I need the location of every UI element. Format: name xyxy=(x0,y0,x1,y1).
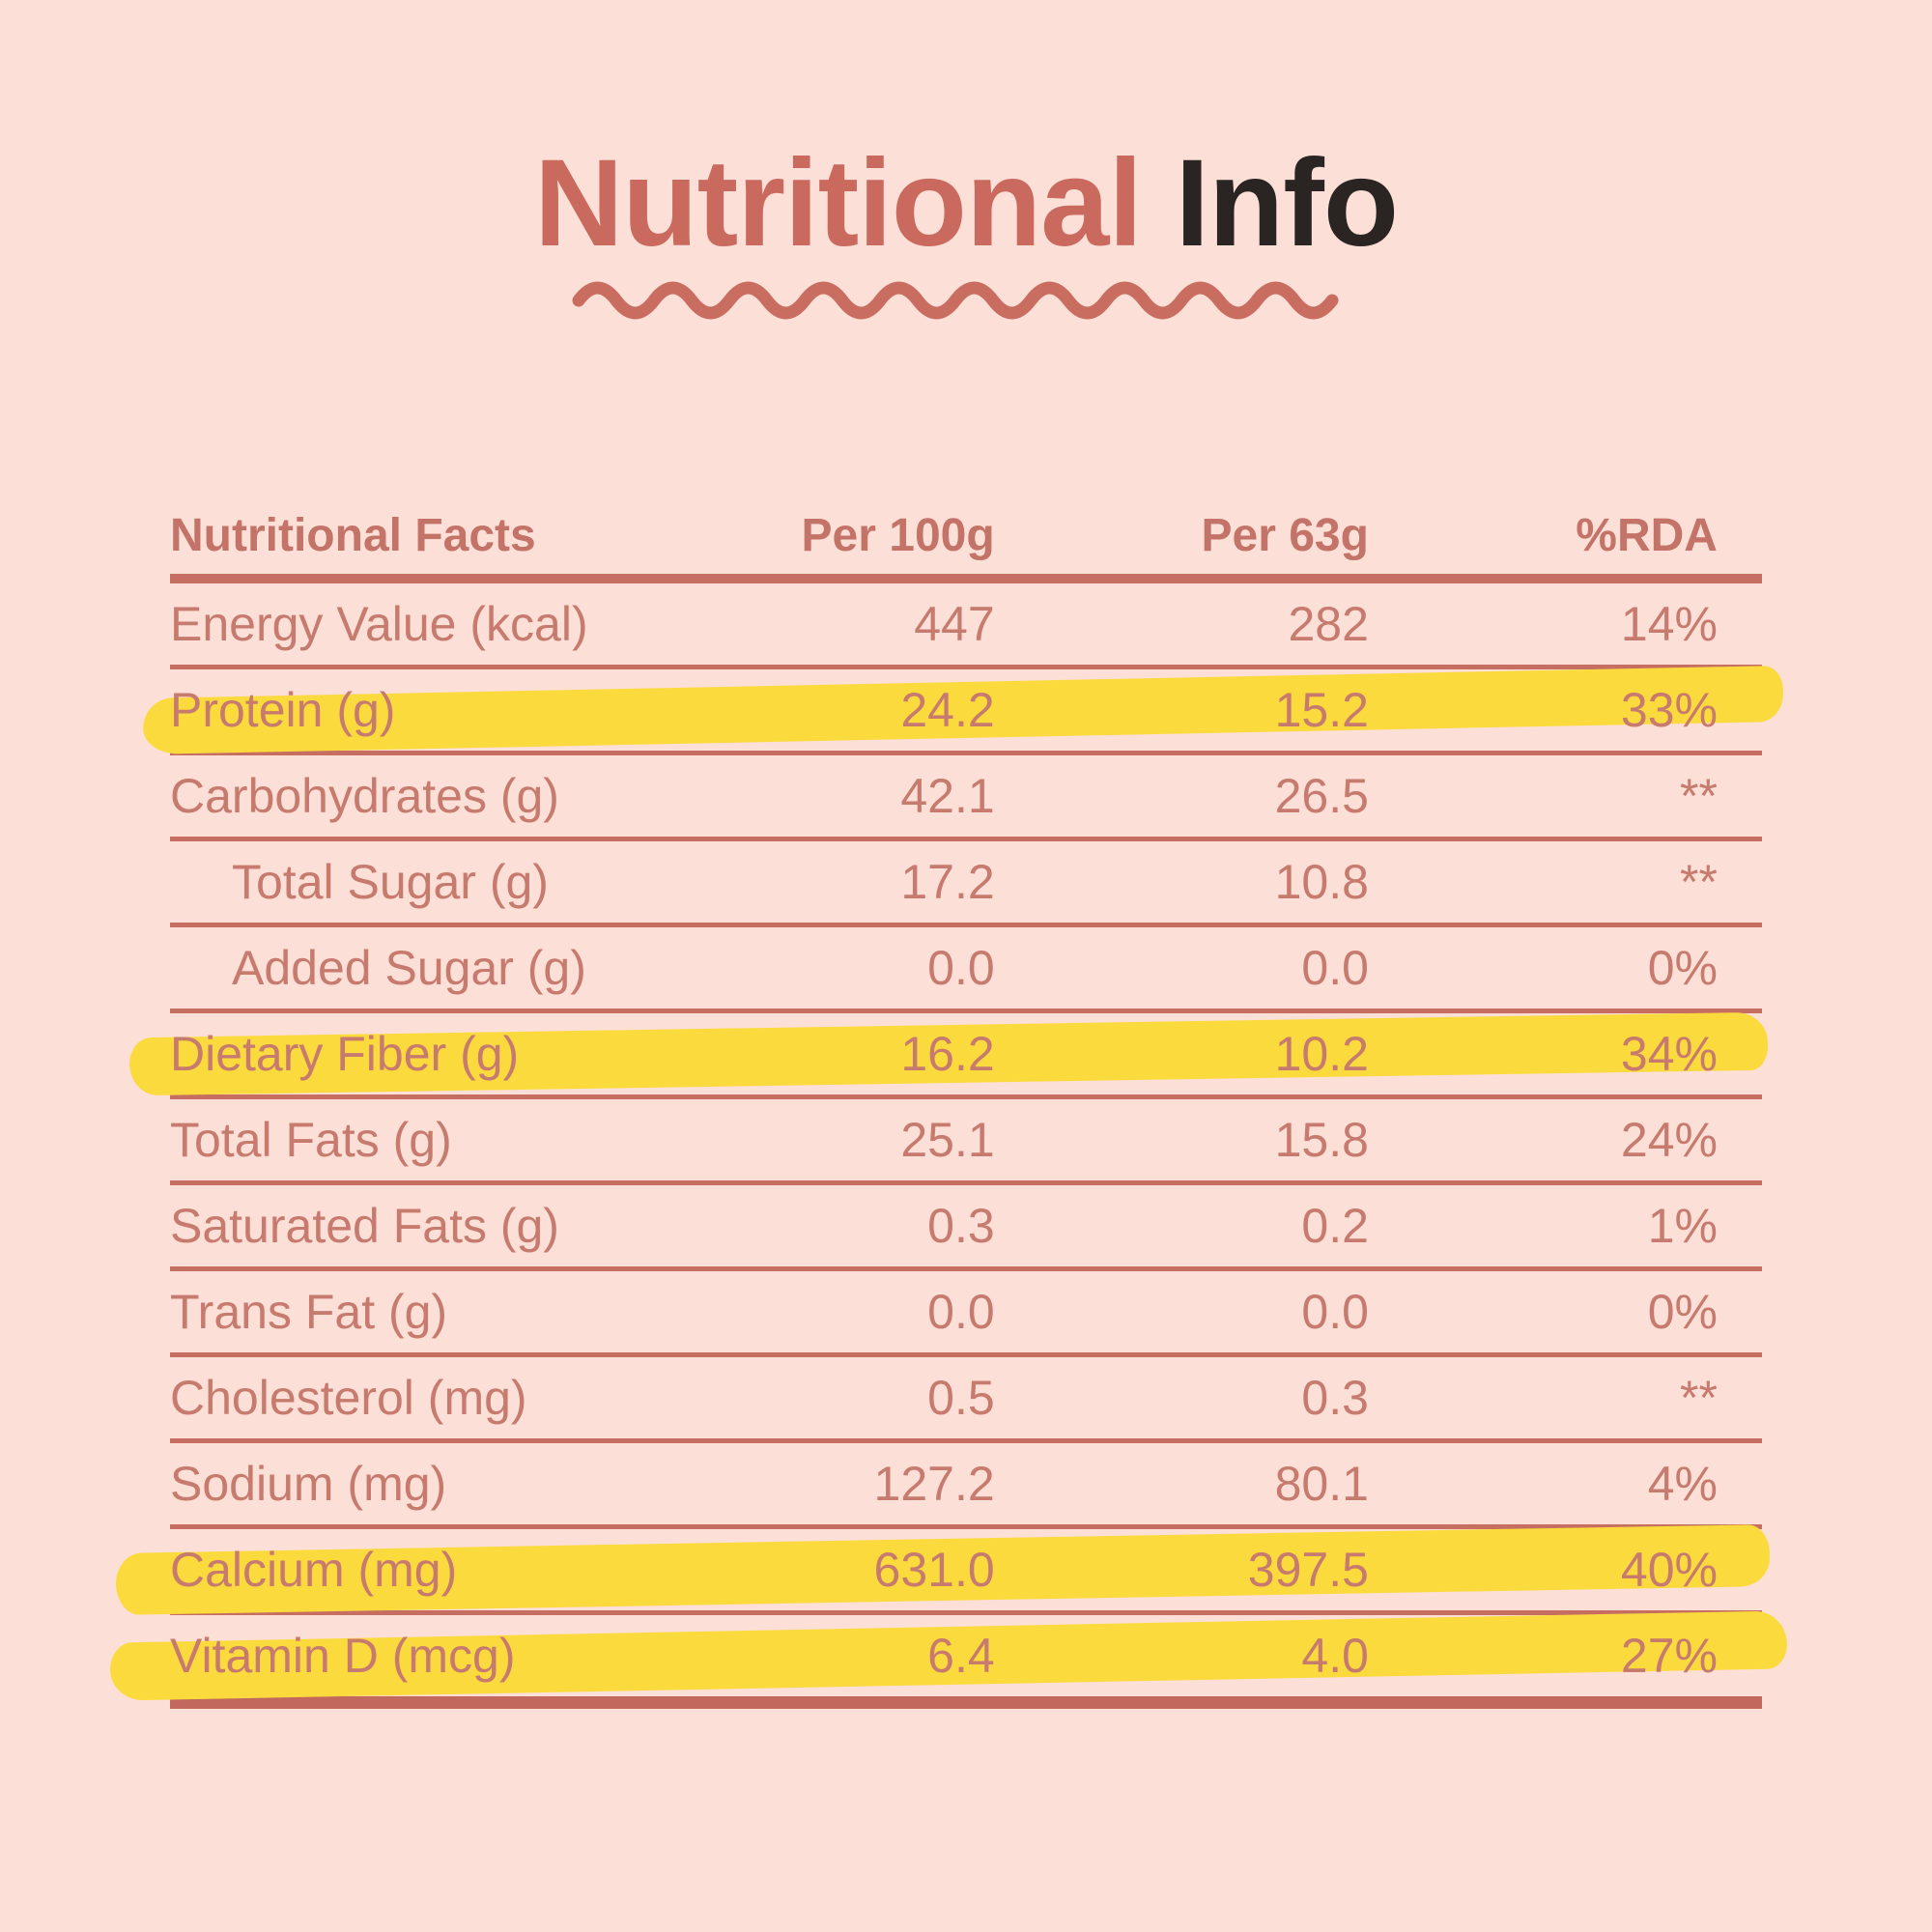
table-row: Total Fats (g) 25.1 15.8 24% xyxy=(170,1099,1762,1185)
row-rda: 0% xyxy=(1647,941,1718,995)
row-label: Cholesterol (mg) xyxy=(170,1371,527,1425)
row-per-100g: 6.4 xyxy=(927,1629,995,1683)
table-row: Cholesterol (mg) 0.5 0.3 ** xyxy=(170,1357,1762,1443)
table-row: Trans Fat (g) 0.0 0.0 0% xyxy=(170,1271,1762,1357)
row-label: Energy Value (kcal) xyxy=(170,597,588,651)
row-per-63g: 397.5 xyxy=(1247,1543,1369,1597)
header-per-100g: Per 100g xyxy=(801,509,995,561)
row-rda: 27% xyxy=(1620,1629,1718,1683)
row-rda: 33% xyxy=(1620,683,1718,737)
row-rda: 4% xyxy=(1647,1457,1718,1511)
row-rda: ** xyxy=(1680,769,1718,823)
row-per-100g: 25.1 xyxy=(900,1113,995,1167)
header-nutritional-facts: Nutritional Facts xyxy=(170,509,536,561)
row-label: Dietary Fiber (g) xyxy=(170,1027,520,1081)
table-row: Saturated Fats (g) 0.3 0.2 1% xyxy=(170,1185,1762,1271)
page-title: Nutritional Info xyxy=(0,141,1932,267)
row-label: Carbohydrates (g) xyxy=(170,769,559,823)
header-per-63g: Per 63g xyxy=(1201,509,1369,561)
row-per-63g: 10.2 xyxy=(1274,1027,1369,1081)
row-per-100g: 0.5 xyxy=(927,1371,995,1425)
row-per-100g: 17.2 xyxy=(900,855,995,909)
row-rda: 0% xyxy=(1647,1285,1718,1339)
row-per-63g: 4.0 xyxy=(1301,1629,1369,1683)
table-row: Protein (g) 24.2 15.2 33% xyxy=(142,665,1784,755)
row-label: Calcium (mg) xyxy=(170,1543,458,1597)
table-row: Dietary Fiber (g) 16.2 10.2 34% xyxy=(128,1011,1769,1099)
row-rda: 24% xyxy=(1620,1113,1718,1167)
row-label: Total Sugar (g) xyxy=(232,855,549,909)
row-rda: 1% xyxy=(1647,1199,1718,1253)
row-per-63g: 0.0 xyxy=(1301,1285,1369,1339)
table-row: Total Sugar (g) 17.2 10.8 ** xyxy=(170,841,1762,927)
row-per-100g: 631.0 xyxy=(873,1543,995,1597)
table-row: Vitamin D (mcg) 6.4 4.0 27% xyxy=(109,1610,1788,1709)
row-per-100g: 16.2 xyxy=(900,1027,995,1081)
row-label: Protein (g) xyxy=(170,683,396,737)
row-per-63g: 0.2 xyxy=(1301,1199,1369,1253)
table-row: Added Sugar (g) 0.0 0.0 0% xyxy=(170,927,1762,1013)
row-per-63g: 0.0 xyxy=(1301,941,1369,995)
row-per-100g: 0.0 xyxy=(927,941,995,995)
row-per-100g: 447 xyxy=(914,597,995,651)
row-per-63g: 15.8 xyxy=(1274,1113,1369,1167)
row-label: Added Sugar (g) xyxy=(232,941,586,995)
row-per-63g: 80.1 xyxy=(1274,1457,1369,1511)
row-rda: ** xyxy=(1680,855,1718,909)
row-per-100g: 24.2 xyxy=(900,683,995,737)
table-body: Energy Value (kcal) 447 282 14% Protein … xyxy=(109,583,1788,1709)
wavy-underline-icon xyxy=(572,281,1339,320)
row-label: Trans Fat (g) xyxy=(170,1285,448,1339)
nutrition-table: Nutritional Facts Per 100g Per 63g %RDA … xyxy=(109,497,1788,1709)
table-row: Sodium (mg) 127.2 80.1 4% xyxy=(170,1443,1762,1529)
row-per-63g: 15.2 xyxy=(1274,683,1369,737)
row-rda: ** xyxy=(1680,1371,1718,1425)
row-rda: 40% xyxy=(1620,1543,1718,1597)
page-title-accent: Nutritional xyxy=(533,134,1143,272)
row-per-100g: 42.1 xyxy=(900,769,995,823)
table-row: Energy Value (kcal) 447 282 14% xyxy=(170,583,1762,669)
table-row: Carbohydrates (g) 42.1 26.5 ** xyxy=(170,755,1762,841)
row-per-100g: 0.3 xyxy=(927,1199,995,1253)
page-title-dark: Info xyxy=(1175,134,1399,272)
row-label: Saturated Fats (g) xyxy=(170,1199,559,1253)
row-per-63g: 26.5 xyxy=(1274,769,1369,823)
row-per-63g: 0.3 xyxy=(1301,1371,1369,1425)
table-header-row: Nutritional Facts Per 100g Per 63g %RDA xyxy=(170,497,1762,583)
row-per-63g: 282 xyxy=(1288,597,1369,651)
row-label: Sodium (mg) xyxy=(170,1457,447,1511)
row-rda: 34% xyxy=(1620,1027,1718,1081)
row-label: Vitamin D (mcg) xyxy=(170,1629,516,1683)
row-per-63g: 10.8 xyxy=(1274,855,1369,909)
header-rda: %RDA xyxy=(1576,509,1718,561)
row-label: Total Fats (g) xyxy=(170,1113,452,1167)
row-per-100g: 0.0 xyxy=(927,1285,995,1339)
row-per-100g: 127.2 xyxy=(873,1457,995,1511)
table-row: Calcium (mg) 631.0 397.5 40% xyxy=(115,1524,1771,1615)
row-rda: 14% xyxy=(1620,597,1718,651)
